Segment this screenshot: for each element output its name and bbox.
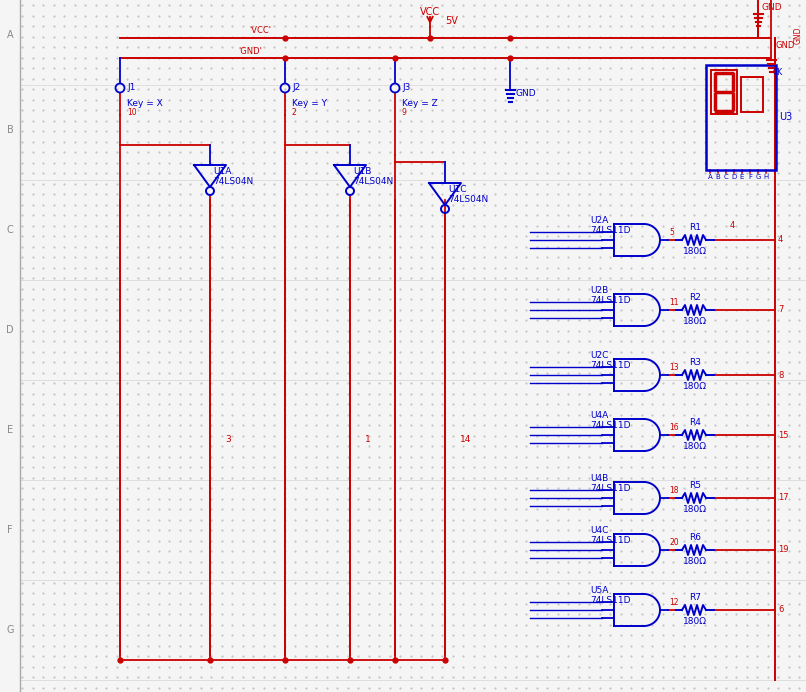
Text: R2: R2 bbox=[689, 293, 701, 302]
Text: 10: 10 bbox=[127, 108, 137, 117]
Text: 74LS04N: 74LS04N bbox=[213, 177, 253, 186]
Text: 74LS11D: 74LS11D bbox=[590, 361, 630, 370]
Text: U4C: U4C bbox=[590, 526, 609, 535]
Text: CK: CK bbox=[773, 68, 783, 77]
Text: C: C bbox=[724, 174, 729, 180]
Text: 180Ω: 180Ω bbox=[683, 247, 707, 256]
Text: 9: 9 bbox=[402, 108, 407, 117]
Text: D: D bbox=[6, 325, 14, 335]
Bar bbox=[741, 77, 763, 112]
Text: GND: GND bbox=[775, 41, 795, 50]
Text: U4A: U4A bbox=[590, 411, 609, 420]
Text: 74LS11D: 74LS11D bbox=[590, 484, 630, 493]
Text: R4: R4 bbox=[689, 418, 701, 427]
Bar bbox=[706, 65, 776, 170]
Text: Key = X: Key = X bbox=[127, 99, 163, 108]
Text: J2: J2 bbox=[292, 82, 301, 91]
Text: 74LS11D: 74LS11D bbox=[590, 296, 630, 305]
Text: F: F bbox=[7, 525, 13, 535]
Text: 74LS11D: 74LS11D bbox=[590, 226, 630, 235]
Text: J3: J3 bbox=[402, 82, 410, 91]
Text: U1A: U1A bbox=[213, 167, 231, 176]
Text: U1C: U1C bbox=[448, 185, 467, 194]
Text: E: E bbox=[740, 174, 744, 180]
Text: 3: 3 bbox=[225, 435, 231, 444]
Text: R1: R1 bbox=[689, 223, 701, 232]
Text: 180Ω: 180Ω bbox=[683, 317, 707, 326]
Text: 1: 1 bbox=[365, 435, 371, 444]
Text: 6: 6 bbox=[778, 606, 783, 614]
Text: 18: 18 bbox=[669, 486, 679, 495]
Text: 74LS11D: 74LS11D bbox=[590, 596, 630, 605]
Text: U1B: U1B bbox=[353, 167, 372, 176]
Text: C: C bbox=[6, 225, 14, 235]
Text: H: H bbox=[763, 174, 769, 180]
Text: GND: GND bbox=[762, 3, 783, 12]
Text: 180Ω: 180Ω bbox=[683, 505, 707, 514]
Text: F: F bbox=[748, 174, 752, 180]
Text: 8: 8 bbox=[778, 370, 783, 379]
Text: Key = Z: Key = Z bbox=[402, 99, 438, 108]
Text: 2: 2 bbox=[292, 108, 297, 117]
Text: GND: GND bbox=[793, 26, 803, 44]
Text: G: G bbox=[755, 174, 761, 180]
Text: E: E bbox=[7, 425, 13, 435]
Text: 12: 12 bbox=[669, 598, 679, 607]
Text: U2A: U2A bbox=[590, 216, 609, 225]
Text: 13: 13 bbox=[669, 363, 679, 372]
Text: 74LS11D: 74LS11D bbox=[590, 421, 630, 430]
Text: 180Ω: 180Ω bbox=[683, 617, 707, 626]
Text: U2C: U2C bbox=[590, 351, 609, 360]
Text: B: B bbox=[6, 125, 14, 135]
Text: U3: U3 bbox=[779, 112, 792, 122]
Text: 19: 19 bbox=[778, 545, 788, 554]
Text: 17: 17 bbox=[778, 493, 788, 502]
Text: D: D bbox=[731, 174, 737, 180]
Text: Key = Y: Key = Y bbox=[292, 99, 327, 108]
Text: 5: 5 bbox=[669, 228, 674, 237]
Bar bbox=[711, 70, 737, 114]
Text: 180Ω: 180Ω bbox=[683, 557, 707, 566]
Text: R3: R3 bbox=[689, 358, 701, 367]
Text: U5A: U5A bbox=[590, 586, 609, 595]
Text: 16: 16 bbox=[669, 423, 679, 432]
Text: 11: 11 bbox=[669, 298, 679, 307]
Text: 74LS11D: 74LS11D bbox=[590, 536, 630, 545]
Text: VCC: VCC bbox=[420, 7, 440, 17]
Text: A: A bbox=[6, 30, 14, 40]
Text: B: B bbox=[716, 174, 721, 180]
Text: R5: R5 bbox=[689, 481, 701, 490]
Text: 180Ω: 180Ω bbox=[683, 442, 707, 451]
Text: 4: 4 bbox=[730, 221, 735, 230]
Text: 7: 7 bbox=[778, 305, 783, 314]
Text: 74LS04N: 74LS04N bbox=[353, 177, 393, 186]
Text: A: A bbox=[708, 174, 713, 180]
Text: 180Ω: 180Ω bbox=[683, 382, 707, 391]
Text: 'VCC': 'VCC' bbox=[249, 26, 271, 35]
Text: 5V: 5V bbox=[445, 16, 458, 26]
Text: R7: R7 bbox=[689, 593, 701, 602]
Text: 20: 20 bbox=[669, 538, 679, 547]
Text: 15: 15 bbox=[778, 430, 788, 439]
Text: G: G bbox=[6, 625, 14, 635]
Text: 74LS04N: 74LS04N bbox=[448, 195, 488, 204]
Text: GND: GND bbox=[515, 89, 536, 98]
Text: R6: R6 bbox=[689, 533, 701, 542]
Text: 'GND': 'GND' bbox=[238, 47, 262, 56]
Text: 4: 4 bbox=[778, 235, 783, 244]
Text: 14: 14 bbox=[460, 435, 472, 444]
Text: U2B: U2B bbox=[590, 286, 609, 295]
Text: U4B: U4B bbox=[590, 474, 609, 483]
Text: J1: J1 bbox=[127, 82, 135, 91]
